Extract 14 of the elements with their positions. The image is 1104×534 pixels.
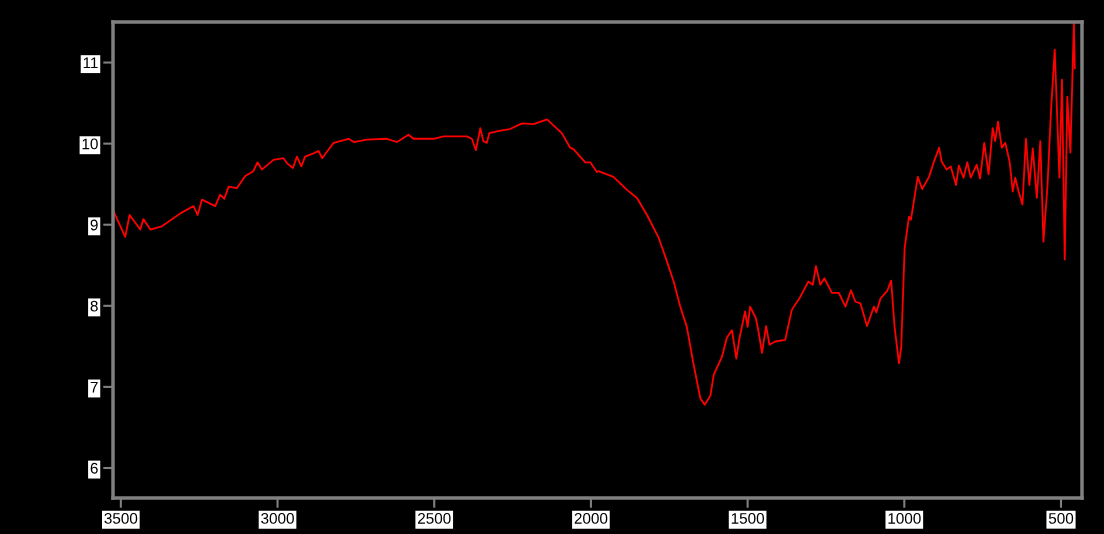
x-tick-label: 2000 [574, 512, 608, 524]
y-tick-label: 6 [90, 462, 98, 474]
y-tick-label: 7 [90, 381, 98, 393]
y-tick-label: 9 [90, 219, 98, 231]
x-tick-label: 1500 [731, 512, 765, 524]
x-tick-label: 3500 [104, 512, 138, 524]
y-tick-label: 8 [90, 300, 98, 312]
x-tick-label: 1000 [888, 512, 921, 524]
line-series [113, 22, 1076, 406]
x-tick-label: 3000 [261, 512, 294, 524]
y-tick-label: 10 [82, 138, 98, 150]
x-tick-label: 500 [1048, 512, 1074, 524]
y-tick-label: 11 [83, 57, 98, 69]
x-tick-label: 2500 [418, 512, 451, 524]
